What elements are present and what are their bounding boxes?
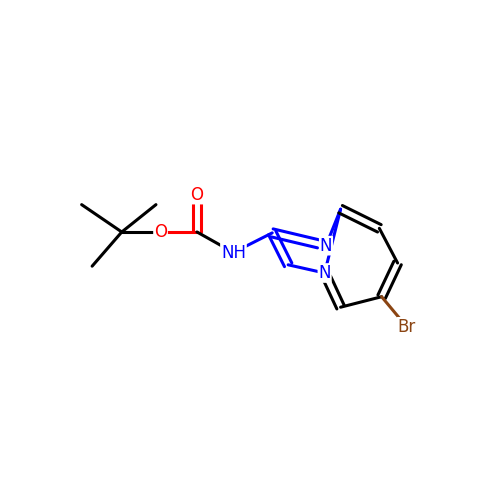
Text: O: O [190, 186, 203, 204]
Text: Br: Br [398, 318, 416, 336]
Text: O: O [154, 223, 167, 241]
Text: N: N [318, 264, 331, 282]
Text: NH: NH [221, 244, 246, 262]
Text: N: N [320, 236, 332, 254]
